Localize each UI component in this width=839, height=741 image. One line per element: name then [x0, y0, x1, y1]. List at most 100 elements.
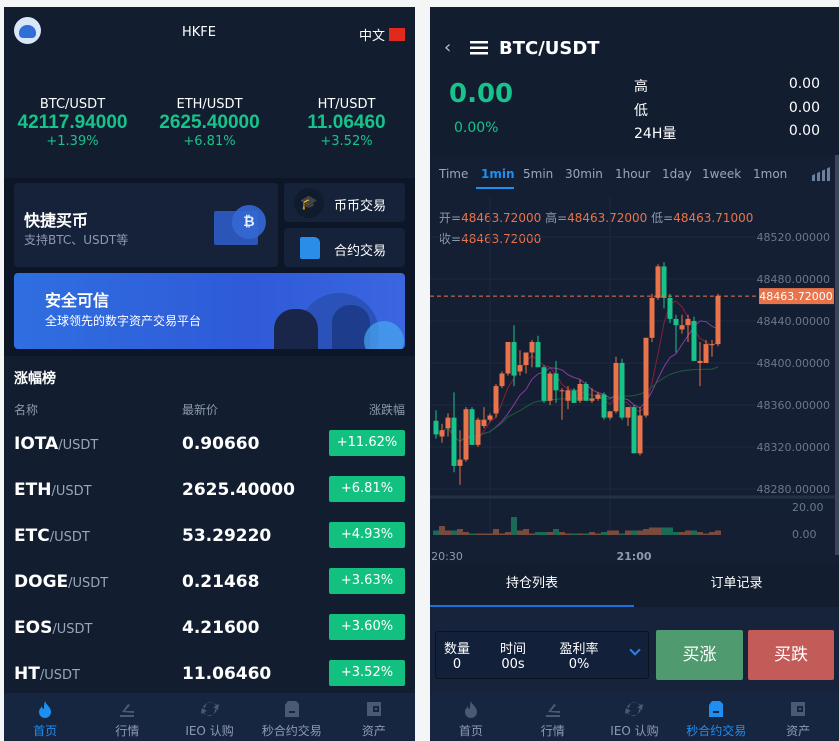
back-icon[interactable]: ‹	[444, 37, 452, 58]
candle-body	[649, 297, 655, 338]
candle-body	[511, 342, 517, 376]
candle-body	[559, 390, 565, 392]
positions-tab-label: 持仓列表	[505, 576, 558, 591]
timeframe-tab[interactable]: 1week	[702, 167, 742, 181]
coin-symbol: ETC/USDT	[14, 526, 90, 546]
timeframe-tab[interactable]: 5min	[523, 167, 554, 181]
ticker[interactable]: BTC/USDT 42117.94000 +1.39%	[4, 97, 141, 149]
list-menu-icon[interactable]	[470, 41, 488, 55]
nav-item[interactable]: 行情	[86, 693, 168, 741]
coin-price: 0.21468	[182, 572, 260, 592]
timeframe-tab[interactable]: 1min	[481, 167, 515, 181]
volume-bar	[613, 530, 619, 535]
quick-buy-card[interactable]: 快捷买币 支持BTC、USDT等 ₿	[14, 183, 278, 267]
language-switch[interactable]: 中文	[359, 25, 405, 44]
volume-bar	[703, 533, 709, 535]
change-badge[interactable]: +3.60%	[329, 614, 405, 640]
buy-up-button[interactable]: 买涨	[656, 630, 743, 680]
coin-symbol: IOTA/USDT	[14, 434, 98, 454]
change-badge[interactable]: +6.81%	[329, 476, 405, 502]
volume-bar	[673, 532, 679, 535]
candle-body	[475, 419, 481, 445]
kline-chart[interactable]: 48520.00000 48480.00000 48440.00000 48400.0…	[430, 197, 839, 563]
nav-label: 行情	[540, 724, 565, 738]
app-logo[interactable]	[14, 17, 41, 44]
volume-bar	[607, 530, 613, 535]
nav-item[interactable]: 秒合约交易	[251, 693, 333, 741]
nav-label: 行情	[115, 724, 140, 738]
candle-body	[631, 407, 637, 454]
volume-bar	[589, 532, 595, 535]
volume-bar	[511, 517, 517, 535]
ranking-row[interactable]: EOS/USDT 4.21600 +3.60%	[14, 604, 405, 650]
coin-base: ETC	[14, 526, 50, 546]
ranking-row[interactable]: HT/USDT 11.06460 +3.52%	[14, 650, 405, 696]
nav-item[interactable]: 行情	[512, 693, 594, 741]
nav-item[interactable]: IEO 认购	[594, 693, 676, 741]
refresh-icon	[625, 702, 644, 716]
nav-item[interactable]: IEO 认购	[168, 693, 250, 741]
order-params-select[interactable]: 数量 0 时间 00s 盈利率 0%	[435, 631, 649, 679]
candle-body	[499, 373, 505, 387]
coin-quote: /USDT	[49, 530, 90, 545]
price-tick: 48480.00000	[757, 273, 830, 286]
candle-body	[547, 373, 553, 401]
nav-item[interactable]: 秒合约交易	[675, 693, 757, 741]
price-change: 0.00%	[454, 120, 499, 136]
volume-bar	[559, 532, 565, 535]
flame-icon	[464, 701, 477, 718]
bitcoin-icon: ₿	[232, 205, 266, 239]
orders-tab-label: 订单记录	[710, 576, 763, 591]
price-tick: 48400.00000	[757, 357, 830, 370]
positions-tab[interactable]: 持仓列表	[430, 563, 634, 607]
price-tick: 48360.00000	[757, 399, 830, 412]
ranking-row[interactable]: ETH/USDT 2625.40000 +6.81%	[14, 466, 405, 512]
coin-price: 2625.40000	[182, 480, 295, 500]
change-badge[interactable]: +3.52%	[329, 660, 405, 686]
current-price: 0.00	[449, 79, 514, 109]
timeframe-tab[interactable]: 1day	[662, 167, 692, 181]
candle-body	[625, 407, 631, 418]
home-screen: HKFE 中文 BTC/USDT 42117.94000 +1.39% ETH/US…	[4, 7, 415, 741]
change-badge[interactable]: +4.93%	[329, 522, 405, 548]
promo-banner[interactable]: 安全可信 全球领先的数字资产交易平台	[14, 273, 405, 349]
change-badge[interactable]: +11.62%	[329, 430, 405, 456]
volume-bar	[619, 533, 625, 535]
candle-body	[679, 325, 685, 330]
chart-scrollbar[interactable]	[835, 155, 839, 555]
stat-low-value: 0.00	[788, 100, 820, 116]
timeframe-tab[interactable]: 1hour	[615, 167, 651, 181]
volume-bar	[667, 527, 673, 535]
last-price-badge	[759, 288, 834, 305]
volume-bar	[577, 533, 583, 535]
ranking-row[interactable]: ETC/USDT 53.29220 +4.93%	[14, 512, 405, 558]
timeframe-tab[interactable]: 1mon	[753, 167, 788, 181]
price-tick: 48320.00000	[757, 441, 830, 454]
orders-tab[interactable]: 订单记录	[634, 563, 839, 607]
volume-bar	[691, 530, 697, 535]
volume-bar	[553, 529, 559, 535]
candle-body	[553, 373, 559, 391]
ranking-row[interactable]: IOTA/USDT 0.90660 +11.62%	[14, 420, 405, 466]
candle-body	[691, 321, 697, 361]
change-badge[interactable]: +3.63%	[329, 568, 405, 594]
candle-body	[451, 417, 457, 466]
volume-bar	[649, 527, 655, 535]
ticker[interactable]: HT/USDT 11.06460 +3.52%	[278, 97, 415, 149]
contract-trade-button[interactable]: 合约交易	[284, 228, 405, 267]
timeframe-tab[interactable]: Time	[439, 167, 469, 181]
ranking-row[interactable]: DOGE/USDT 0.21468 +3.63%	[14, 558, 405, 604]
nav-item[interactable]: 首页	[4, 693, 86, 741]
nav-label: 资产	[361, 724, 386, 738]
high-label: 高=	[545, 211, 568, 225]
timeframe-tab[interactable]: 30min	[565, 167, 603, 181]
spot-trade-button[interactable]: 🎓 币币交易	[284, 183, 405, 222]
nav-item[interactable]: 首页	[430, 693, 512, 741]
candle-body	[703, 344, 709, 363]
ticker[interactable]: ETH/USDT 2625.40000 +6.81%	[141, 97, 278, 149]
ticker-price: 11.06460	[307, 112, 386, 133]
nav-item[interactable]: 资产	[333, 693, 415, 741]
buy-down-button[interactable]: 买跌	[748, 630, 834, 680]
nav-item[interactable]: 资产	[757, 693, 839, 741]
price-tick: 48440.00000	[757, 315, 830, 328]
